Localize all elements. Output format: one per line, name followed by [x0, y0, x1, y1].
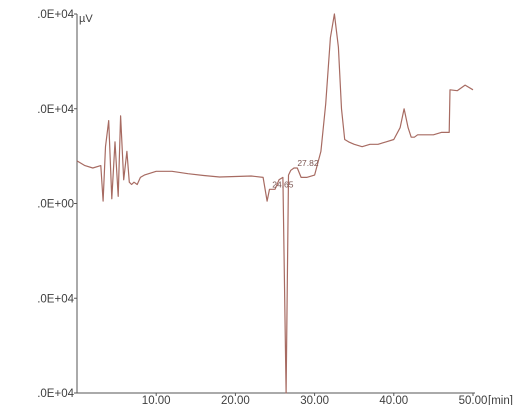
x-tick-label: 20.00 [221, 395, 250, 405]
x-tick-label: 40.00 [379, 395, 408, 405]
chromatogram-trace [76, 13, 474, 394]
axes [74, 13, 475, 396]
y-tick-label: .0E+04 [37, 9, 74, 21]
x-tick-label: 10.00 [142, 395, 171, 405]
peak-label: 24.65 [272, 179, 294, 189]
y-unit-label: µV [79, 13, 93, 25]
x-tick-label: 50.00 [459, 395, 488, 405]
y-tick-label: .0E+04 [37, 388, 74, 400]
peak-label: 27.82 [297, 158, 319, 168]
x-unit-label: [min] [488, 395, 513, 405]
y-tick-label: .0E+00 [37, 199, 74, 211]
y-tick-label: .0E+04 [37, 293, 74, 305]
y-tick-label: .0E+04 [37, 104, 74, 116]
x-tick-label: 30.00 [300, 395, 329, 405]
tick-labels: .0E+04 .0E+04 .0E+00 .0E+04 .0E+04 10.00 20.00… [37, 9, 488, 407]
peak-annotations: 24.65 27.82 [272, 158, 319, 189]
series-layer [76, 13, 474, 394]
